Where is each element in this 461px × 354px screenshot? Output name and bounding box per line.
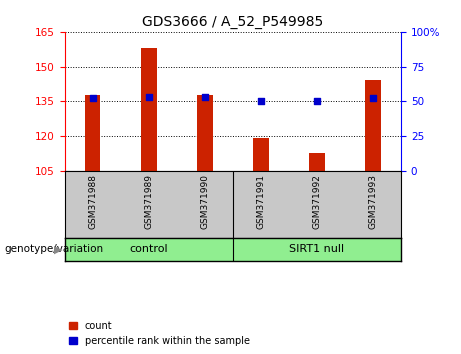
Point xyxy=(145,94,152,100)
Bar xyxy=(365,80,381,171)
Text: GSM371991: GSM371991 xyxy=(256,174,266,229)
Title: GDS3666 / A_52_P549985: GDS3666 / A_52_P549985 xyxy=(142,16,324,29)
Bar xyxy=(85,96,100,171)
Text: GSM371990: GSM371990 xyxy=(200,174,209,229)
Bar xyxy=(141,48,157,171)
Text: genotype/variation: genotype/variation xyxy=(5,244,104,255)
Text: GSM371993: GSM371993 xyxy=(368,174,378,229)
Point xyxy=(257,98,265,104)
Point xyxy=(313,98,321,104)
Text: GSM371989: GSM371989 xyxy=(144,174,153,229)
Point xyxy=(369,96,377,101)
Bar xyxy=(309,153,325,171)
Bar xyxy=(253,138,269,171)
Text: ▶: ▶ xyxy=(54,244,62,255)
Point xyxy=(89,96,96,101)
Text: GSM371988: GSM371988 xyxy=(88,174,97,229)
Text: SIRT1 null: SIRT1 null xyxy=(290,244,344,255)
Point xyxy=(201,94,208,100)
Text: GSM371992: GSM371992 xyxy=(313,174,321,229)
Bar xyxy=(197,96,213,171)
Legend: count, percentile rank within the sample: count, percentile rank within the sample xyxy=(70,321,250,346)
Text: control: control xyxy=(130,244,168,255)
